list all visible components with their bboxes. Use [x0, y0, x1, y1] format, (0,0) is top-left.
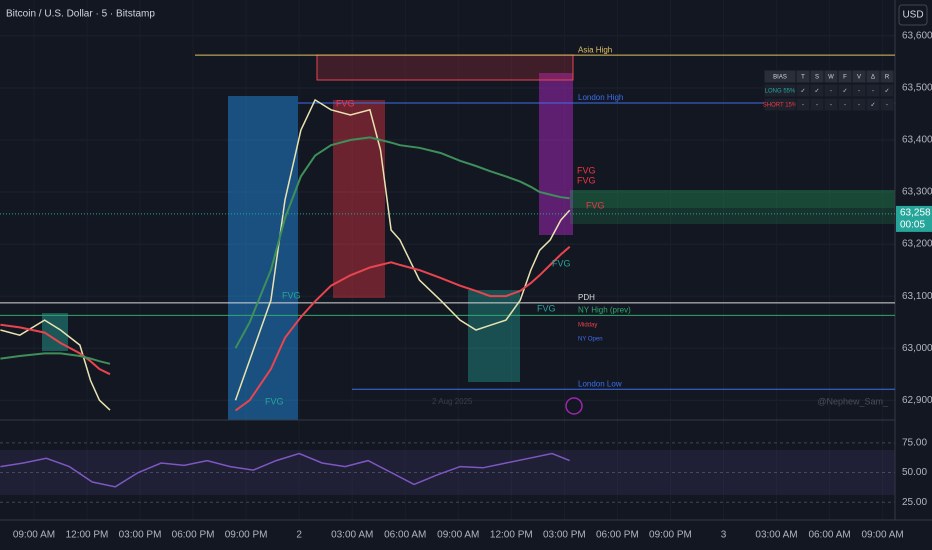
x-tick-label: 09:00 PM [649, 530, 692, 541]
countdown: 00:05 [900, 220, 925, 231]
alert-icon[interactable] [565, 397, 583, 415]
price-tag-label: 63,258 [900, 208, 931, 219]
annotation: FVG [336, 98, 355, 108]
table-text: W [828, 75, 834, 81]
y-tick-label: 50.00 [902, 467, 927, 478]
x-tick-label: 03:00 AM [331, 530, 373, 541]
table-text: ✓ [870, 103, 875, 109]
level-label: London Low [578, 379, 622, 388]
table-text: V [857, 75, 861, 81]
y-tick-label: 63,000 [902, 343, 932, 354]
annotation: FVG [577, 165, 596, 175]
y-tick-label: 62,900 [902, 395, 932, 406]
table-text: ✓ [842, 89, 847, 95]
date-watermark: 2 Aug 2025 [432, 397, 473, 406]
level-label: PDH [578, 293, 595, 302]
table-text: - [886, 103, 888, 109]
x-tick-label: 2 [296, 530, 302, 541]
table-text: SHORT 15% [763, 103, 798, 109]
y-tick-label: 63,400 [902, 135, 932, 146]
level-label: NY High (prev) [578, 305, 631, 314]
table-text: T [801, 75, 805, 81]
annotation: Midday [578, 323, 597, 329]
table-cell [879, 97, 895, 112]
table-text: ✓ [884, 89, 889, 95]
table-text: - [830, 103, 832, 109]
fvg-zone [570, 190, 895, 208]
volume-profile [228, 96, 298, 420]
annotation: FVG [552, 258, 571, 268]
y-tick-label: 63,200 [902, 239, 932, 250]
x-tick-label: 06:00 PM [172, 530, 215, 541]
session-box [539, 73, 573, 235]
x-tick-label: 06:00 PM [596, 530, 639, 541]
currency-label[interactable]: USD [902, 10, 923, 21]
x-tick-label: 12:00 PM [66, 530, 109, 541]
x-tick-label: 12:00 PM [490, 530, 533, 541]
table-text: BIAS [773, 75, 787, 81]
x-tick-label: 09:00 AM [861, 530, 903, 541]
series-line [0, 136, 570, 365]
y-tick-label: 63,300 [902, 187, 932, 198]
x-tick-label: 03:00 AM [755, 530, 797, 541]
table-text: - [816, 103, 818, 109]
series-line [0, 245, 571, 412]
table-text: - [858, 89, 860, 95]
x-tick-label: 09:00 AM [13, 530, 55, 541]
table-text: - [830, 89, 832, 95]
fvg-zone [333, 100, 385, 298]
table-text: F [843, 75, 847, 81]
x-tick-label: 06:00 AM [384, 530, 426, 541]
table-text: - [858, 103, 860, 109]
x-tick-label: 09:00 PM [225, 530, 268, 541]
fvg-zone [468, 290, 520, 382]
table-text: ✓ [800, 89, 805, 95]
x-tick-label: 06:00 AM [808, 530, 850, 541]
table-text: ✓ [814, 89, 819, 95]
range-box [316, 54, 574, 81]
annotation: FVG [282, 290, 301, 300]
annotation: FVG [265, 396, 284, 406]
table-cell [879, 69, 895, 84]
x-tick-label: 3 [721, 530, 727, 541]
price-tag [896, 205, 932, 232]
y-tick-label: 75.00 [902, 437, 927, 448]
series-line [0, 98, 571, 411]
table-text: - [844, 103, 846, 109]
table-text: R [885, 75, 890, 81]
series-line [0, 452, 570, 488]
table-text: - [872, 89, 874, 95]
annotation: FVG [586, 200, 605, 210]
annotation: FVG [537, 303, 556, 313]
rsi-band [0, 450, 895, 495]
y-tick-label: 63,500 [902, 83, 932, 94]
watermark: @Nephew_Sam_ [817, 396, 889, 406]
x-tick-label: 03:00 PM [119, 530, 162, 541]
table-text: LONG 55% [765, 89, 796, 95]
table-text: - [802, 103, 804, 109]
chart-title: Bitcoin / U.S. Dollar · 5 · Bitstamp [6, 9, 155, 20]
x-tick-label: 09:00 AM [437, 530, 479, 541]
fvg-zone [570, 208, 895, 224]
annotation: NY Open [578, 337, 603, 343]
annotation: FVG [577, 175, 596, 185]
level-label: London High [578, 93, 623, 102]
level-label: Asia High [578, 45, 612, 54]
y-tick-label: 63,600 [902, 31, 932, 42]
table-text: S [815, 75, 819, 81]
y-tick-label: 63,100 [902, 291, 932, 302]
table-cell [879, 83, 895, 98]
table-text: Δ [871, 75, 875, 81]
x-tick-label: 03:00 PM [543, 530, 586, 541]
y-tick-label: 25.00 [902, 497, 927, 508]
currency-button[interactable] [898, 4, 928, 26]
